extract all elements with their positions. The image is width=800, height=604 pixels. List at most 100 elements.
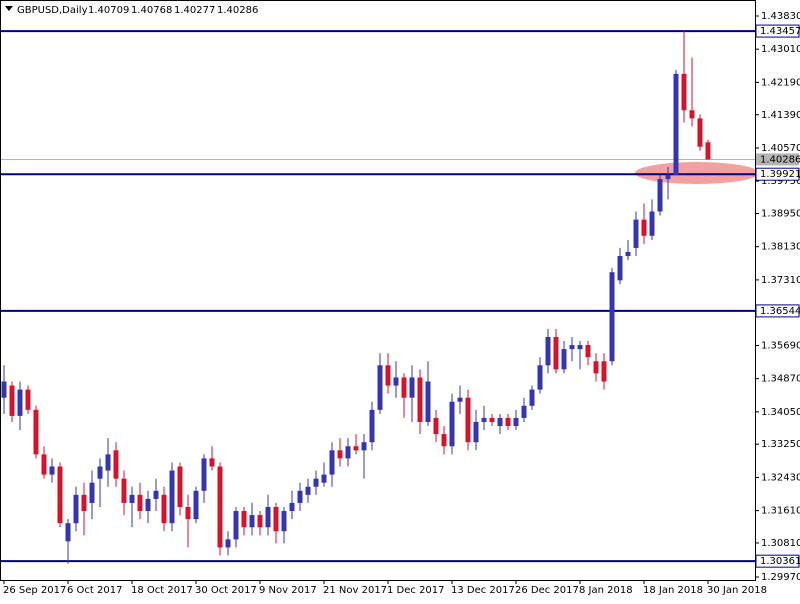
candle-body [217, 466, 223, 548]
candle-body [49, 466, 55, 475]
candle-body [641, 219, 647, 236]
x-tick-label: 1 Dec 2017 [387, 585, 445, 596]
candle-body [569, 345, 575, 350]
candle-body [465, 397, 471, 443]
y-tick-label: 1.30810 [761, 538, 800, 549]
candle-body [121, 478, 127, 503]
plot [0, 30, 755, 564]
candle-body [353, 446, 359, 451]
candle-body [297, 490, 303, 503]
y-tick-label: 1.34050 [761, 407, 800, 418]
candle-body [273, 506, 279, 532]
level-label: 1.43457 [760, 26, 800, 37]
header-low: 1.40277 [174, 5, 215, 16]
level-label-box [755, 554, 800, 568]
candle-body [145, 498, 151, 512]
x-tick-label: 8 Jan 2018 [579, 585, 633, 596]
candle-body [489, 417, 495, 422]
candle-body [97, 466, 103, 479]
candle-body [209, 458, 215, 467]
candle-body [553, 336, 559, 370]
candle-body [241, 511, 247, 528]
candle-body [681, 73, 687, 111]
candle-body [617, 256, 623, 281]
candle-body [265, 506, 271, 528]
candle-body [1, 381, 7, 398]
header-close: 1.40286 [217, 5, 258, 16]
x-tick-label: 30 Oct 2017 [195, 585, 257, 596]
candle-body [585, 345, 591, 358]
candle-body [401, 377, 407, 398]
candle-body [313, 478, 319, 487]
candle-body [249, 515, 255, 528]
candle-body [281, 511, 287, 532]
candle-body [361, 442, 367, 451]
candle-body [329, 450, 335, 475]
candle-body [137, 494, 143, 512]
y-tick-label: 1.34870 [761, 374, 800, 385]
candle-body [673, 73, 679, 176]
candle-body [73, 494, 79, 524]
candle-body [601, 361, 607, 382]
current-price-label: 1.40286 [760, 154, 800, 165]
level-label: 1.39921 [760, 169, 800, 180]
x-tick-label: 6 Oct 2017 [67, 585, 122, 596]
y-tick-label: 1.41390 [761, 110, 800, 121]
level-label-box [755, 167, 800, 181]
candle-body [577, 345, 583, 350]
candle-body [481, 417, 487, 422]
candle-body [441, 434, 447, 447]
level-label: 1.36544 [760, 306, 800, 317]
candle-body [633, 219, 639, 248]
level-label-box [755, 24, 800, 38]
candle-body [505, 417, 511, 427]
candle-body [177, 466, 183, 507]
candle-body [417, 377, 423, 422]
candle-body [561, 349, 567, 370]
candle-body [257, 515, 263, 528]
x-tick-label: 30 Jan 2018 [707, 585, 767, 596]
candle-body [9, 385, 15, 416]
y-tick-label: 1.35690 [761, 340, 800, 351]
candle-body [81, 494, 87, 512]
candle-body [689, 110, 695, 119]
candle-body [425, 381, 431, 422]
candle-body [593, 361, 599, 374]
candle-body [609, 272, 615, 362]
candle-body [185, 506, 191, 520]
current-price-box [756, 153, 799, 166]
chart-title: GBPUSD,Daily [17, 5, 88, 16]
candle-body [449, 401, 455, 447]
candle-body [521, 405, 527, 418]
y-tick-label: 1.32430 [761, 472, 800, 483]
level-label: 1.30361 [760, 556, 800, 567]
y-tick-label: 1.31610 [761, 506, 800, 517]
candle-body [529, 389, 535, 406]
candle-body [433, 417, 439, 435]
x-tick-label: 18 Oct 2017 [131, 585, 193, 596]
candle-body [649, 211, 655, 236]
candle-body [201, 458, 207, 491]
candle-body [545, 336, 551, 366]
candle-body [377, 365, 383, 410]
candle-body [625, 251, 631, 257]
candle-body [497, 417, 503, 427]
x-tick-label: 9 Nov 2017 [259, 585, 317, 596]
header-high: 1.40768 [131, 5, 172, 16]
candle-body [473, 421, 479, 443]
y-tick-label: 1.42190 [761, 77, 800, 88]
candle-body [169, 470, 175, 524]
candle-body [457, 397, 463, 402]
candle-body [345, 446, 351, 459]
candle-body [393, 377, 399, 386]
candle-body [25, 389, 31, 410]
candle-body [337, 450, 343, 459]
candle-body [657, 179, 663, 212]
level-label-box [755, 304, 800, 318]
candle-body [57, 466, 63, 524]
candle-body [89, 482, 95, 503]
candle-body [233, 511, 239, 540]
y-tick-label: 1.37310 [761, 275, 800, 286]
y-tick-label: 1.38950 [761, 209, 800, 220]
